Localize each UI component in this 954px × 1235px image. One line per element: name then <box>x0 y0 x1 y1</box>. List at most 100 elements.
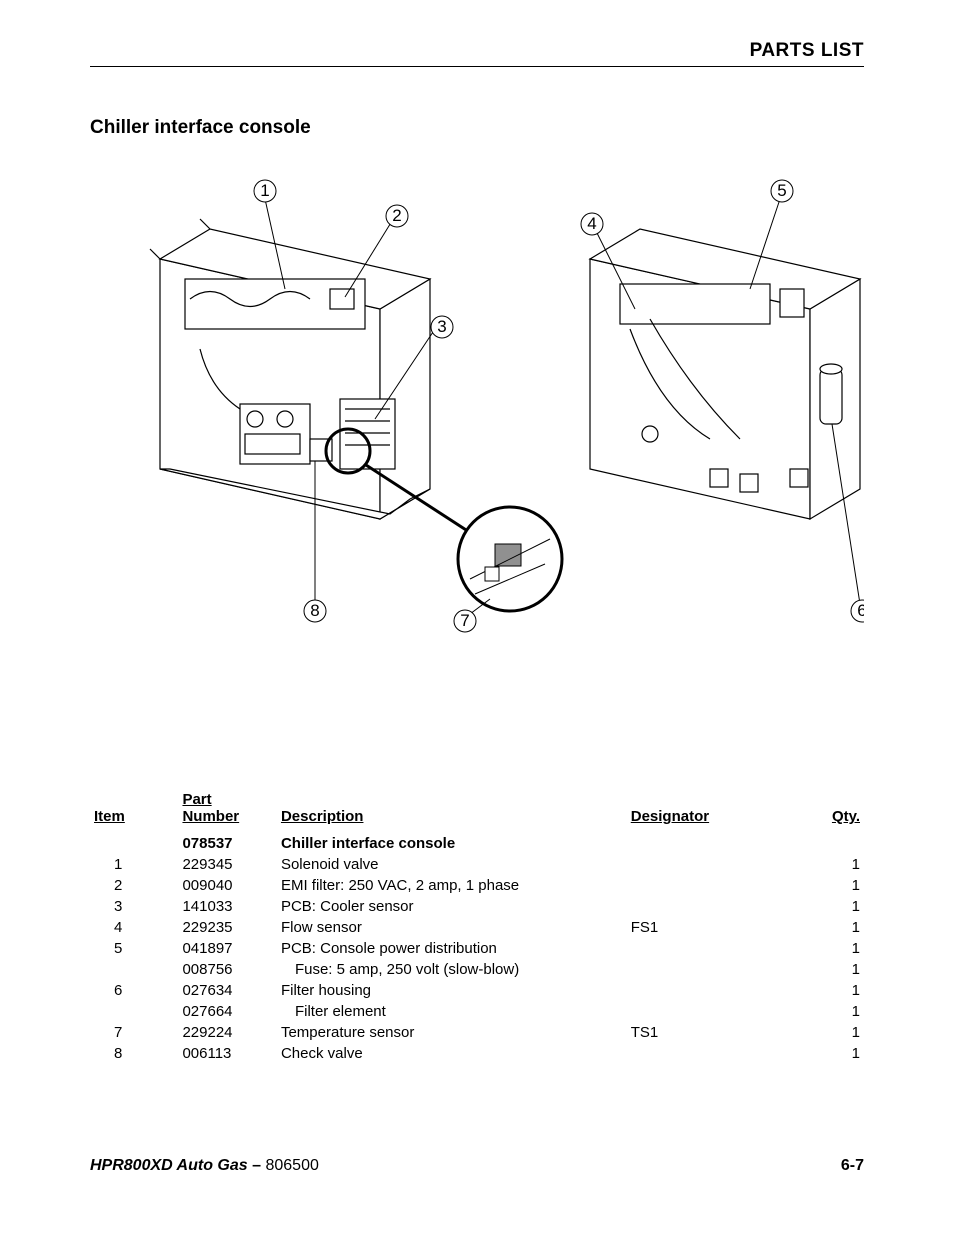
page-header: PARTS LIST <box>90 40 864 67</box>
cell-designator: TS1 <box>627 1022 806 1043</box>
parts-table-head: Item Part Number Description Designator … <box>90 789 864 833</box>
cell-qty <box>806 833 864 854</box>
cell-designator <box>627 1001 806 1022</box>
cell-qty: 1 <box>806 917 864 938</box>
footer-dash: – <box>248 1157 266 1174</box>
col-part-number: Part Number <box>178 789 277 833</box>
cell-item: 2 <box>90 875 178 896</box>
cell-description: PCB: Console power distribution <box>277 938 627 959</box>
svg-text:7: 7 <box>460 611 469 630</box>
svg-text:1: 1 <box>260 181 269 200</box>
cell-item: 4 <box>90 917 178 938</box>
cell-description: Filter housing <box>277 980 627 1001</box>
table-row: 078537Chiller interface console <box>90 833 864 854</box>
cell-qty: 1 <box>806 875 864 896</box>
footer-doc-number: 806500 <box>265 1157 318 1174</box>
footer-left: HPR800XD Auto Gas – 806500 <box>90 1157 319 1175</box>
cell-description: Chiller interface console <box>277 833 627 854</box>
cell-qty: 1 <box>806 1022 864 1043</box>
cell-part-number: 006113 <box>178 1043 277 1064</box>
col-part-number-l1: Part <box>182 791 211 808</box>
cell-item: 8 <box>90 1043 178 1064</box>
cell-description: EMI filter: 250 VAC, 2 amp, 1 phase <box>277 875 627 896</box>
cell-designator: FS1 <box>627 917 806 938</box>
cell-designator <box>627 959 806 980</box>
cell-part-number: 229224 <box>178 1022 277 1043</box>
table-row: 027664Filter element 1 <box>90 1001 864 1022</box>
cell-description: Filter element <box>277 1001 627 1022</box>
cell-qty: 1 <box>806 1001 864 1022</box>
cell-part-number: 078537 <box>178 833 277 854</box>
cell-description: Flow sensor <box>277 917 627 938</box>
table-row: 5041897PCB: Console power distribution1 <box>90 938 864 959</box>
svg-text:3: 3 <box>437 317 446 336</box>
col-description: Description <box>277 789 627 833</box>
footer-page-number: 6-7 <box>841 1157 864 1175</box>
svg-text:6: 6 <box>857 601 864 620</box>
cell-description: Solenoid valve <box>277 854 627 875</box>
callout-4: 4 <box>581 213 603 235</box>
col-part-number-l2: Number <box>182 808 239 825</box>
cell-designator <box>627 938 806 959</box>
svg-text:8: 8 <box>310 601 319 620</box>
cell-part-number: 009040 <box>178 875 277 896</box>
table-row: 7229224Temperature sensorTS11 <box>90 1022 864 1043</box>
cell-designator <box>627 896 806 917</box>
svg-text:2: 2 <box>392 206 401 225</box>
svg-text:5: 5 <box>777 181 786 200</box>
parts-table-body: 078537Chiller interface console1229345So… <box>90 833 864 1064</box>
cell-qty: 1 <box>806 896 864 917</box>
cell-part-number: 027634 <box>178 980 277 1001</box>
parts-table: Item Part Number Description Designator … <box>90 789 864 1064</box>
col-qty: Qty. <box>806 789 864 833</box>
cell-item <box>90 959 178 980</box>
page-footer: HPR800XD Auto Gas – 806500 6-7 <box>90 1157 864 1175</box>
cell-part-number: 229345 <box>178 854 277 875</box>
diagram-right-box <box>590 229 860 519</box>
cell-item: 6 <box>90 980 178 1001</box>
page: PARTS LIST Chiller interface console <box>0 0 954 1235</box>
svg-text:4: 4 <box>587 214 596 233</box>
cell-designator <box>627 875 806 896</box>
callout-8: 8 <box>304 600 326 622</box>
cell-description: Temperature sensor <box>277 1022 627 1043</box>
table-row: 8006113Check valve 1 <box>90 1043 864 1064</box>
table-row: 4229235Flow sensorFS11 <box>90 917 864 938</box>
cell-part-number: 027664 <box>178 1001 277 1022</box>
table-row: 3141033PCB: Cooler sensor 1 <box>90 896 864 917</box>
cell-designator <box>627 1043 806 1064</box>
callout-7: 7 <box>454 610 476 632</box>
diagram-svg: 1 2 3 4 5 <box>90 169 864 649</box>
callout-6: 6 <box>851 600 864 622</box>
cell-item: 7 <box>90 1022 178 1043</box>
cell-item <box>90 1001 178 1022</box>
cell-part-number: 008756 <box>178 959 277 980</box>
col-item: Item <box>90 789 178 833</box>
cell-qty: 1 <box>806 959 864 980</box>
cell-part-number: 141033 <box>178 896 277 917</box>
table-row: 2009040EMI filter: 250 VAC, 2 amp, 1 pha… <box>90 875 864 896</box>
header-rule <box>90 66 864 67</box>
callout-2: 2 <box>386 205 408 227</box>
col-designator: Designator <box>627 789 806 833</box>
parts-diagram: 1 2 3 4 5 <box>90 169 864 649</box>
cell-designator <box>627 854 806 875</box>
callout-5: 5 <box>771 180 793 202</box>
cell-item: 1 <box>90 854 178 875</box>
cell-part-number: 041897 <box>178 938 277 959</box>
cell-item: 5 <box>90 938 178 959</box>
cell-description: PCB: Cooler sensor <box>277 896 627 917</box>
footer-product: HPR800XD Auto Gas <box>90 1157 248 1174</box>
diagram-left-box <box>150 219 430 519</box>
header-section-title: PARTS LIST <box>90 40 864 66</box>
cell-description: Check valve <box>277 1043 627 1064</box>
cell-qty: 1 <box>806 854 864 875</box>
cell-description: Fuse: 5 amp, 250 volt (slow-blow) <box>277 959 627 980</box>
callout-3: 3 <box>431 316 453 338</box>
cell-qty: 1 <box>806 980 864 1001</box>
cell-part-number: 229235 <box>178 917 277 938</box>
cell-designator <box>627 980 806 1001</box>
table-row: 1229345Solenoid valve1 <box>90 854 864 875</box>
cell-item: 3 <box>90 896 178 917</box>
cell-qty: 1 <box>806 1043 864 1064</box>
